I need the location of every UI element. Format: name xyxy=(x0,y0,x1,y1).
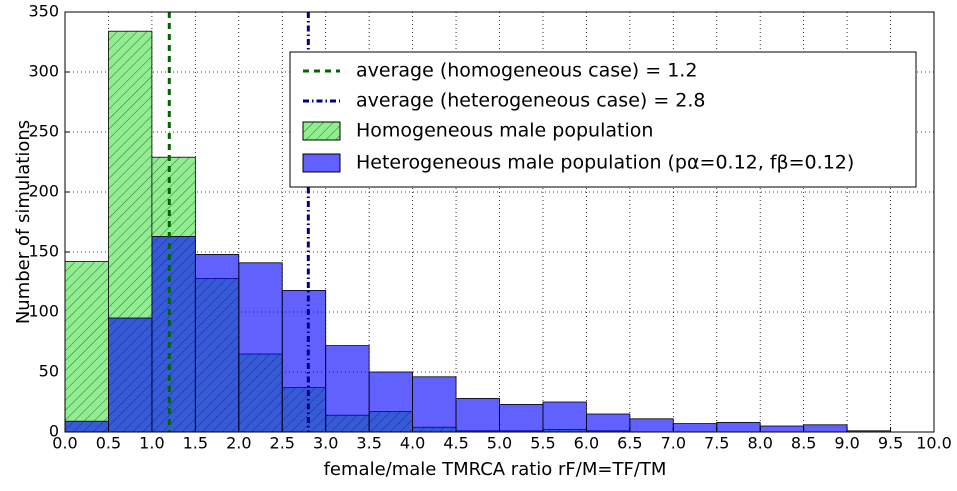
x-tick-label: 8.0 xyxy=(747,434,772,453)
bar xyxy=(542,401,587,433)
x-tick-label: 0.5 xyxy=(96,434,121,453)
bar-hatch xyxy=(65,261,109,432)
bar xyxy=(455,397,500,433)
plot-frame xyxy=(64,11,935,433)
y-tick-label: 0 xyxy=(49,422,59,441)
y-tick-label: 100 xyxy=(28,302,59,321)
x-tick-label: 2.0 xyxy=(226,434,251,453)
bar xyxy=(716,421,761,433)
x-tick-label: 3.0 xyxy=(313,434,338,453)
legend-label: average (heterogeneous case) = 2.8 xyxy=(356,90,706,112)
y-tick-label: 50 xyxy=(39,362,59,381)
bar xyxy=(64,420,109,433)
y-tick-label: 300 xyxy=(28,62,59,81)
bar xyxy=(108,317,153,433)
bar xyxy=(151,235,196,433)
legend: average (homogeneous case) = 1.2 average … xyxy=(289,51,917,188)
x-tick-label: 5.0 xyxy=(487,434,512,453)
y-tick-label: 200 xyxy=(28,182,59,201)
y-tick-label: 250 xyxy=(28,122,59,141)
bar xyxy=(281,289,327,433)
bar xyxy=(412,376,457,433)
bar xyxy=(586,413,631,433)
legend-box xyxy=(289,51,917,188)
legend-swatch-hatch xyxy=(303,122,340,140)
x-tick-label: 10.0 xyxy=(916,434,952,453)
bar xyxy=(803,424,848,433)
x-tick-label: 9.0 xyxy=(834,434,859,453)
x-tick-label: 6.5 xyxy=(617,434,642,453)
x-tick-label: 7.0 xyxy=(661,434,686,453)
x-tick-label: 6.0 xyxy=(574,434,599,453)
x-tick-label: 4.5 xyxy=(443,434,468,453)
y-tick-label: 150 xyxy=(28,242,59,261)
x-tick-label: 1.5 xyxy=(183,434,208,453)
x-tick-label: 8.5 xyxy=(791,434,816,453)
legend-label: average (homogeneous case) = 1.2 xyxy=(356,60,697,82)
bar xyxy=(499,403,544,433)
bar xyxy=(629,418,674,433)
legend-swatch xyxy=(302,153,341,173)
x-tick-label: 4.0 xyxy=(400,434,425,453)
legend-label: Heterogeneous male population (pα=0.12, … xyxy=(356,152,854,174)
x-tick-label: 1.0 xyxy=(139,434,164,453)
bar xyxy=(238,262,283,433)
x-tick-label: 5.5 xyxy=(530,434,555,453)
y-axis-label: Number of simulations xyxy=(13,120,34,324)
legend-label: Homogeneous male population xyxy=(356,120,653,142)
y-tick-label: 350 xyxy=(28,2,59,21)
bar xyxy=(368,371,413,433)
x-axis-label: female/male TMRCA ratio rF/M=TF/TM xyxy=(324,459,667,480)
bar xyxy=(194,253,240,433)
x-tick-label: 0.0 xyxy=(52,434,77,453)
x-tick-label: 3.5 xyxy=(356,434,381,453)
x-tick-label: 2.5 xyxy=(270,434,295,453)
bar xyxy=(759,425,805,433)
bar xyxy=(325,345,370,433)
x-tick-label: 9.5 xyxy=(878,434,903,453)
bar xyxy=(672,423,718,433)
x-tick-label: 7.5 xyxy=(704,434,729,453)
